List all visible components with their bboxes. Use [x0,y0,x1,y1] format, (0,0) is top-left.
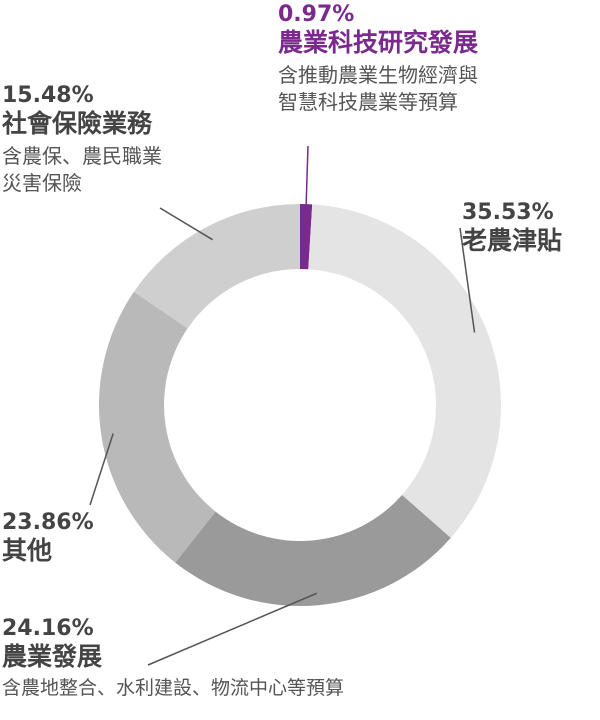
desc-line-develop-1: 含農地整合、水利建設、物流中心等預算 [2,677,345,700]
slice-tech [300,204,313,270]
leader-line-tech [304,145,309,225]
slice-subsidy [308,204,502,538]
label-social: 15.48% 社會保險業務 含農保、農民職業 災害保險 [2,83,162,197]
slice-develop [175,494,451,606]
title-label-other: 其他 [2,536,53,566]
percent-label-subsidy: 35.53% [462,200,554,225]
leader-line-social [159,207,213,241]
desc-label-tech: 含推動農業生物經濟與 智慧科技農業等預算 [278,62,478,116]
label-tech: 0.97% 農業科技研究發展 含推動農業生物經濟與 智慧科技農業等預算 [278,2,478,116]
percent-label-other: 23.86% [2,510,94,535]
leader-line-subsidy [459,227,476,333]
slice-other [99,291,216,563]
desc-label-social: 含農保、農民職業 災害保險 [2,143,162,197]
leader-line-develop [147,592,318,666]
desc-line-social-1: 含農保、農民職業 [2,144,162,169]
title-label-develop: 農業發展 [2,642,103,672]
desc-line-tech-1: 含推動農業生物經濟與 [278,63,478,88]
desc-label-develop: 含農地整合、水利建設、物流中心等預算 [2,676,344,702]
title-label-tech: 農業科技研究發展 [278,28,479,58]
title-label-social: 社會保險業務 [2,109,153,139]
label-develop: 24.16% 農業發展 含農地整合、水利建設、物流中心等預算 [2,616,344,702]
title-label-subsidy: 老農津貼 [462,226,563,256]
percent-label-develop: 24.16% [2,616,94,641]
percent-label-tech: 0.97% [278,2,355,27]
percent-label-social: 15.48% [2,83,94,108]
label-subsidy: 35.53% 老農津貼 [462,200,562,256]
slice-social [133,203,300,329]
desc-line-social-2: 災害保險 [2,171,82,196]
label-other: 23.86% 其他 [2,510,94,566]
desc-line-tech-2: 智慧科技農業等預算 [278,90,458,115]
leader-line-other [89,433,114,506]
